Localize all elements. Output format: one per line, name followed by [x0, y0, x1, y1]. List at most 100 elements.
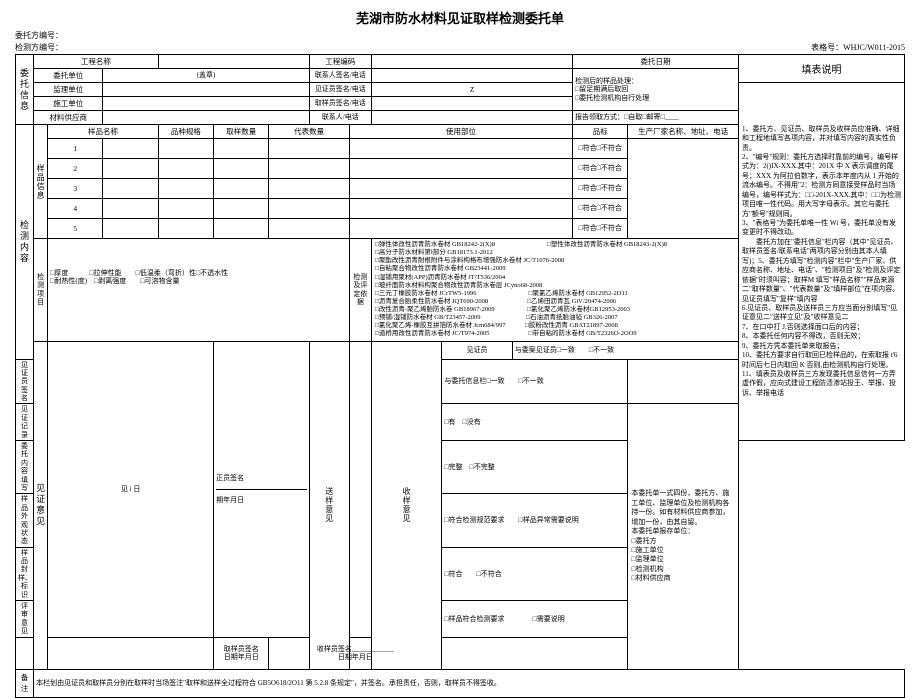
standards-box[interactable]: □弹性体改性沥青防水卷材 GB18242-2(X)8 □塑性体改性沥青防水卷材 … — [371, 239, 738, 342]
rcv-r3-label: 见证记录 — [16, 404, 34, 441]
rc-c5[interactable]: □材料供应商 — [631, 574, 735, 583]
rcv-footer: 收样员签名____________ 日期年月日 — [269, 637, 442, 669]
supervise-label: 监理单位 — [34, 83, 103, 97]
send-blank — [349, 341, 371, 637]
rc-c1[interactable]: □委托方 — [631, 537, 735, 546]
witness-blank2 — [16, 637, 214, 669]
handling-box: 检测后的样品处理： □留足期满后取回 □委托检测机构自行处理 — [573, 69, 739, 111]
instr-4: 委托方加在"委托信息"栏内容（其中"见证员、取样员签名/联系电话"两项内容分别由… — [742, 238, 901, 304]
r4-conf[interactable]: □符合□不符合 — [573, 199, 628, 219]
contact-val — [371, 111, 572, 125]
rcv-r1-opts[interactable]: 与委案见证员□一致 □不一致 — [512, 341, 738, 359]
rc-l2: 本委托单报存单位： — [631, 527, 735, 536]
z-val: Z — [371, 83, 572, 97]
test-items[interactable]: □厚度 □拉伸性能 □低温柔（弯折）性□不透水性 □耐热性(度) □剥离强度 □… — [48, 239, 350, 342]
instr-8: 9、委托方凭本委托单来取报告； — [742, 342, 901, 351]
r1c5 — [349, 139, 572, 159]
test-item-label: 检测项目 — [34, 239, 48, 342]
entrust-date-label: 委托日期 — [573, 55, 739, 69]
r5-conf[interactable]: □符合□不符合 — [573, 219, 628, 239]
header-row-2: 检测方编号： 表格号：WHJC/W011-2015 — [15, 42, 905, 53]
seal: (盖章) — [103, 69, 309, 83]
std-8: □沥青复合胎柔性防水卷材 JQT690-2008 □乙烯田沥青瓦 GiV/204… — [375, 298, 735, 306]
std-1: □弹性体改性沥青防水卷材 GB18242-2(X)8 □塑性体改性沥青防水卷材 … — [375, 241, 735, 249]
proj-code-val — [371, 55, 572, 69]
sh-use: 使用部位 — [349, 125, 572, 139]
sh-name: 样品名称 — [48, 125, 159, 139]
std-12: □道桥用改性沥青防水卷材 JC/T974-2005 □带自粘的防水卷材 GB/T… — [375, 330, 735, 338]
section-test: 检测内容 — [16, 125, 34, 360]
form-code: 表格号：WHJC/W011-2015 — [811, 42, 905, 53]
row-num-3: 3 — [48, 179, 103, 199]
instr-10: 11、填表员及收样员三方发现委托信息信何一方弄虚作假，应向式建设工程防渍渗站投王… — [742, 370, 901, 398]
rcv-r2-label: 见证员签名 — [16, 359, 34, 404]
rcv-r7-opts[interactable]: □样品符合检测要求 □需要说明 — [442, 601, 628, 638]
std-7: □三元丁橡胶防水卷材 JCrTW5-1996 □聚氯乙烯防水卷材 GB12952… — [375, 290, 735, 298]
rc-l1: 本委托单一式四份，委托方、施工单位、监理单位及检测机构各持一份。如有材料供应商参… — [631, 489, 735, 527]
section-entrust: 委托信息 — [16, 55, 34, 125]
rcv-sign: 收样员签名____________ — [271, 645, 439, 653]
sampler-sign-val — [371, 97, 572, 111]
instr-5: 6.见证员、取样员及送样员三方应当面分别填写"见证意见二"送样立见"及"收样意见… — [742, 304, 901, 323]
rcv-r4-label: 委托内容填写 — [16, 441, 34, 494]
header-row: 委托方编号： — [15, 30, 905, 41]
main-table: 委托信息 工程名称 工程编码 委托日期 填表说明 委托单位 (盖章) 联系人签名… — [15, 54, 905, 698]
row-num-2: 2 — [48, 159, 103, 179]
remarks-text: 本栏划由见证员和取样员分别在取样时当场签注"取样和送样全过程符合 GB5O618… — [34, 669, 905, 697]
send-footer: 取样员签名 日期年月日 — [214, 637, 269, 669]
instr-1: 1、委托方、见证员、取样员及收样员应准确、详细和工程地填写各项内容，并对填写内容… — [742, 125, 901, 153]
rc-c3[interactable]: □监理单位 — [631, 555, 735, 564]
constr-val — [103, 97, 309, 111]
rc-c2[interactable]: □施工单位 — [631, 546, 735, 555]
client-no: 委托方编号： — [15, 30, 63, 41]
report-method[interactable]: 报告领取方式：□自取□邮寄□____ — [573, 111, 739, 125]
instr-9: 10、委托方要求自行取回巳检样品的，在索取报 t'6 时间后七日内取回 K 否则… — [742, 351, 901, 370]
send-date: 日期年月日 — [216, 653, 266, 661]
supervise-val — [103, 83, 309, 97]
handling-opt1[interactable]: □留足期满后取回 — [575, 85, 736, 93]
r3-conf[interactable]: □符合□不符合 — [573, 179, 628, 199]
officer-sign: 正员签名 — [216, 468, 307, 489]
section-receive: 收样意见 — [371, 341, 441, 669]
send-sign: 取样员签名 — [216, 645, 266, 653]
fill-instr-title: 填表说明 — [738, 55, 904, 83]
rcv-r6-label: 样品封样、标识 — [16, 547, 34, 600]
sh-qty: 取样数量 — [214, 125, 269, 139]
contact-label: 联系人/电话 — [309, 111, 371, 125]
std-4: □自粘聚合物改性沥青防水卷材 GB23441-2009 — [375, 265, 735, 273]
sh-rep: 代表数量 — [269, 125, 349, 139]
right-checkboxes: 本委托单一式四份，委托方、施工单位、监理单位及检测机构各持一份。如有材料供应商参… — [628, 404, 739, 669]
doc-title: 芜湖市防水材料见证取样检测委托单 — [15, 8, 905, 27]
sh-mfr: 生产厂家名称、地址、电话 — [628, 125, 739, 139]
supplier-label: 材料供应商 — [34, 111, 103, 125]
rcv-r5-opts[interactable]: □符合检测规范要求 □样品异常需要说明 — [442, 494, 628, 547]
rcv-r2-opts[interactable]: 与委托信息栏□一致 □不一致 — [442, 359, 628, 404]
rcv-date: 日期年月日 — [271, 653, 439, 661]
instr-2: 2、"编号"规则：委托方选择时靠前的编号，编号样式为：2()IX-XXX.其中：… — [742, 153, 901, 219]
rcv-r4-opts[interactable]: □完整 □不完整 — [442, 441, 628, 494]
sampler-sign-label: 取样员签名/电话 — [309, 97, 371, 111]
section-sample: 样品信息 — [34, 125, 48, 239]
rcv-r6-opts[interactable]: □符合 □不符合 — [442, 547, 628, 600]
r1c3 — [214, 139, 269, 159]
mfr-cell — [628, 139, 739, 239]
r1-conf[interactable]: □符合□不符合 — [573, 139, 628, 159]
row-num-1: 1 — [48, 139, 103, 159]
rcv-r5-label: 样品外观状态 — [16, 494, 34, 547]
rcv-r3-opts[interactable]: □有 □没有 — [442, 404, 628, 441]
std-9: □改性沥青-聚乙烯胎防水卷 GB18967-2009 □氯化聚乙烯防水卷材GB1… — [375, 306, 735, 314]
r2-conf[interactable]: □符合□不符合 — [573, 159, 628, 179]
r1c1 — [103, 139, 158, 159]
instr-3: 3、"表格号"为委托单唯一性 Wi 号，委托单没有发变更时不得改动。 — [742, 219, 901, 238]
sh-grade: 品标 — [573, 125, 628, 139]
officer-date: 期年月日 — [216, 490, 307, 510]
constr-label: 施工单位 — [34, 97, 103, 111]
proj-code-label: 工程编码 — [309, 55, 371, 69]
handling-opt2[interactable]: □委托检测机构自行处理 — [575, 94, 736, 102]
section-send: 送样意见 — [309, 341, 349, 669]
contact-sign-label: 联系人签名/电话 — [309, 69, 371, 83]
r1c4 — [269, 139, 349, 159]
rc-c4[interactable]: □检测机构 — [631, 565, 735, 574]
witness-i: 见 i 日 — [48, 341, 214, 637]
std-5: □湿铺用聚材(APP)沥青防水卷材 JT/T536/2004 — [375, 274, 735, 282]
